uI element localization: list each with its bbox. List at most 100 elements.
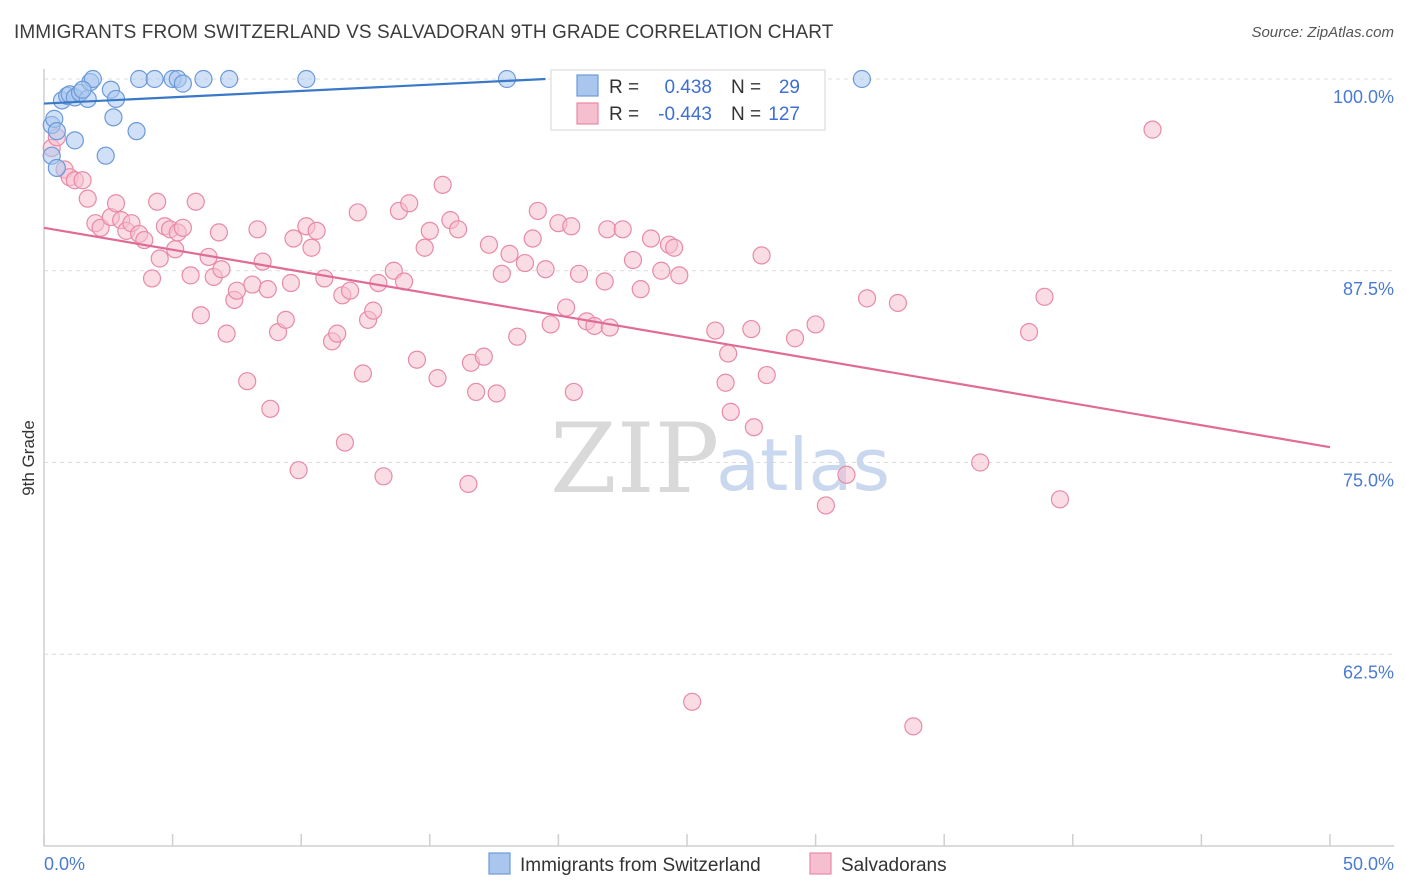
x-tick-label-max: 50.0% [1343, 854, 1394, 874]
pink-point-78 [500, 244, 519, 263]
pink-point-65 [415, 238, 434, 257]
pink-point-72 [466, 382, 486, 402]
pink-point-44 [289, 461, 308, 480]
pink-point-101 [665, 238, 684, 257]
pink-point-46 [302, 238, 321, 257]
pink-point-116 [837, 465, 856, 484]
pink-point-123 [1050, 490, 1070, 509]
pink-point-111 [757, 365, 776, 385]
pink-point-119 [904, 717, 923, 736]
pink-point-121 [1019, 323, 1039, 342]
source-label: Source: ZipAtlas.com [1251, 24, 1394, 41]
pink-point-106 [716, 373, 735, 392]
pink-point-57 [364, 301, 383, 320]
pink-point-93 [598, 220, 617, 239]
pink-point-87 [562, 217, 581, 236]
pink-point-59 [374, 467, 393, 486]
pink-point-76 [487, 384, 506, 403]
pink-point-92 [595, 272, 614, 291]
blue-point-4 [47, 158, 66, 178]
legend-r-value-1: 0.438 [664, 77, 712, 98]
pink-point-81 [523, 229, 542, 248]
pink-point-104 [683, 692, 702, 711]
blue-point-26 [220, 69, 239, 89]
bottom-legend-swatch-blue [488, 852, 511, 875]
pink-point-16 [142, 269, 162, 288]
pink-point-118 [888, 293, 908, 313]
blue-point-24 [173, 74, 192, 93]
pink-point-105 [706, 321, 725, 340]
pink-point-41 [276, 310, 295, 329]
pink-point-17 [148, 192, 167, 211]
blue-point-14 [96, 146, 115, 165]
pink-point-35 [243, 275, 262, 294]
pink-point-48 [315, 269, 334, 288]
pink-point-115 [816, 496, 835, 515]
pink-point-88 [564, 382, 583, 402]
axes [43, 69, 1394, 847]
pink-point-75 [479, 235, 499, 254]
pink-point-55 [353, 364, 373, 383]
pink-point-24 [181, 266, 200, 285]
x-tick-label-min: 0.0% [44, 854, 85, 874]
trend-lines [43, 77, 1331, 449]
pink-point-124 [1143, 120, 1162, 139]
pink-point-34 [238, 372, 257, 391]
blue-point-3 [47, 122, 66, 141]
pink-point-112 [752, 246, 771, 265]
pink-point-95 [613, 220, 632, 239]
pink-point-79 [508, 327, 527, 346]
pink-point-18 [150, 249, 169, 268]
pink-point-47 [307, 221, 326, 240]
pink-point-36 [248, 220, 267, 239]
pink-point-99 [652, 261, 671, 280]
pink-point-26 [191, 306, 210, 325]
pink-point-53 [340, 281, 360, 300]
pink-point-25 [186, 192, 205, 211]
pink-point-66 [420, 221, 439, 240]
pink-point-102 [670, 266, 689, 285]
pink-point-96 [623, 250, 643, 270]
y-tick-label-2: 87.5% [1343, 279, 1394, 299]
blue-point-16 [104, 108, 123, 127]
pink-point-71 [459, 474, 478, 494]
chart-title: IMMIGRANTS FROM SWITZERLAND VS SALVADORA… [14, 22, 834, 43]
bottom-legend: Immigrants from Switzerland Salvadorans [488, 852, 947, 876]
pink-point-89 [569, 264, 589, 283]
pink-point-120 [971, 453, 990, 472]
pink-point-29 [212, 260, 231, 279]
blue-point-13 [73, 80, 92, 99]
watermark-atlas: atlas [716, 423, 890, 507]
pink-point-80 [515, 253, 535, 273]
pink-point-110 [744, 418, 763, 437]
pink-point-97 [631, 280, 650, 299]
y-tick-label-0: 62.5% [1343, 662, 1394, 682]
pink-point-122 [1035, 287, 1054, 306]
y-axis-label: 9th Grade [19, 420, 38, 496]
blue-point-18 [65, 131, 84, 150]
pink-point-77 [492, 264, 511, 283]
legend: R = 0.438 N = 29 R = -0.443 N = 127 [550, 69, 826, 131]
legend-r-label-2: R = [609, 104, 639, 125]
pink-point-30 [209, 223, 228, 242]
pink-point-98 [641, 229, 661, 248]
legend-swatch-blue [576, 74, 599, 97]
pink-point-108 [721, 402, 740, 421]
bottom-legend-swatch-pink [809, 852, 832, 875]
legend-swatch-pink [576, 102, 599, 125]
blue-point-21 [145, 69, 164, 89]
y-tick-labels: 62.5% 75.0% 87.5% 100.0% [1333, 87, 1394, 682]
pink-trend-line [43, 226, 1331, 449]
legend-n-label-2: N = [731, 104, 761, 125]
blue-point-28 [497, 69, 517, 89]
pink-point-10 [106, 194, 126, 213]
pink-point-31 [217, 324, 236, 343]
watermark-zip: ZIP [550, 403, 719, 515]
bottom-legend-label-switzerland: Immigrants from Switzerland [520, 855, 761, 876]
pink-point-63 [400, 194, 419, 213]
legend-n-value-1: 29 [779, 77, 800, 98]
pink-point-52 [335, 433, 355, 452]
pink-point-82 [528, 201, 547, 221]
pink-point-113 [785, 329, 805, 348]
